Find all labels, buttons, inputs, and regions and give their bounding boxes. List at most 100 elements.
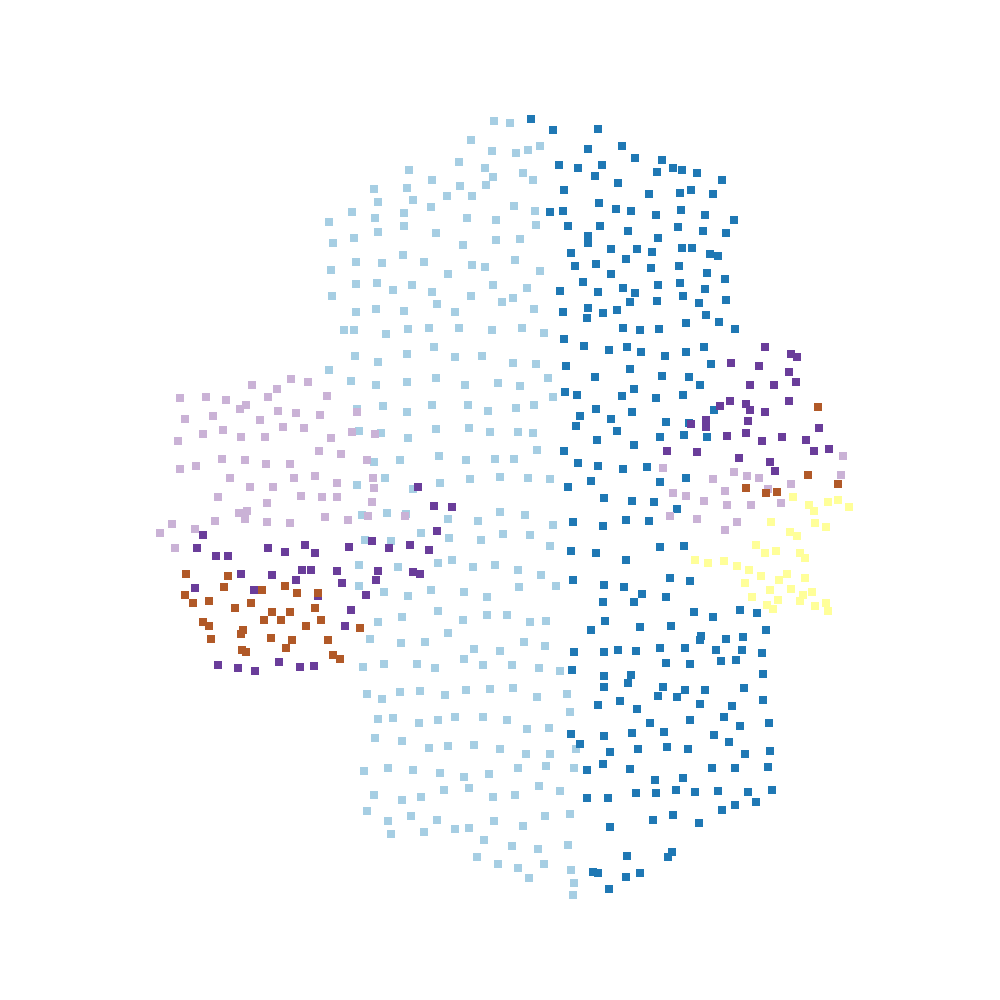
scatter-point	[690, 608, 698, 616]
scatter-point	[430, 502, 438, 510]
scatter-point	[672, 786, 680, 794]
scatter-point	[527, 115, 535, 123]
scatter-point	[524, 146, 532, 154]
scatter-point	[461, 381, 469, 389]
scatter-point	[404, 592, 412, 600]
scatter-point	[443, 192, 451, 200]
scatter-point	[355, 561, 363, 569]
scatter-point	[398, 613, 406, 621]
scatter-point	[459, 616, 467, 624]
scatter-point	[563, 690, 571, 698]
scatter-point	[156, 529, 164, 537]
scatter-point	[327, 266, 335, 274]
scatter-point	[614, 179, 622, 187]
scatter-point	[686, 660, 694, 668]
scatter-point	[242, 648, 250, 656]
scatter-point	[592, 260, 600, 268]
scatter-point	[387, 537, 395, 545]
scatter-point	[389, 714, 397, 722]
scatter-point	[428, 401, 436, 409]
scatter-point	[370, 484, 378, 492]
scatter-point	[281, 582, 289, 590]
scatter-point	[506, 119, 514, 127]
scatter-point	[479, 713, 487, 721]
scatter-point	[814, 403, 822, 411]
scatter-point	[745, 566, 753, 574]
scatter-point	[680, 431, 688, 439]
scatter-point	[606, 823, 614, 831]
scatter-point	[691, 556, 699, 564]
scatter-point	[328, 292, 336, 300]
scatter-point	[465, 784, 473, 792]
scatter-point	[686, 716, 694, 724]
scatter-point	[721, 487, 729, 495]
scatter-point	[199, 618, 207, 626]
scatter-point	[171, 544, 179, 552]
scatter-point	[572, 745, 580, 753]
scatter-point	[514, 566, 522, 574]
scatter-point	[370, 185, 378, 193]
scatter-point	[594, 869, 602, 877]
scatter-point	[620, 583, 628, 591]
scatter-point	[542, 762, 550, 770]
scatter-point	[430, 343, 438, 351]
scatter-point	[787, 350, 795, 358]
scatter-point	[296, 663, 304, 671]
scatter-point	[174, 437, 182, 445]
scatter-point	[605, 346, 613, 354]
scatter-point	[622, 556, 630, 564]
scatter-point	[755, 474, 763, 482]
scatter-point	[681, 644, 689, 652]
scatter-point	[464, 401, 472, 409]
scatter-point	[181, 415, 189, 423]
scatter-point	[730, 468, 738, 476]
scatter-point	[311, 472, 319, 480]
scatter-point	[529, 429, 537, 437]
scatter-point	[567, 730, 575, 738]
scatter-point	[413, 660, 421, 668]
scatter-point	[693, 448, 701, 456]
scatter-point	[738, 646, 746, 654]
scatter-point	[214, 493, 222, 501]
scatter-point	[541, 642, 549, 650]
scatter-point	[716, 402, 724, 410]
scatter-point	[787, 480, 795, 488]
scatter-point	[652, 211, 660, 219]
scatter-point	[483, 611, 491, 619]
scatter-point	[680, 542, 688, 550]
scatter-point	[403, 350, 411, 358]
scatter-point	[686, 577, 694, 585]
scatter-point	[583, 314, 591, 322]
scatter-point	[789, 493, 797, 501]
scatter-point	[659, 464, 667, 472]
scatter-point	[600, 683, 608, 691]
scatter-point	[374, 715, 382, 723]
scatter-point	[408, 281, 416, 289]
scatter-point	[592, 405, 600, 413]
scatter-point	[409, 196, 417, 204]
scatter-point	[676, 279, 684, 287]
scatter-point	[623, 852, 631, 860]
scatter-point	[584, 239, 592, 247]
scatter-point	[523, 725, 531, 733]
scatter-point	[274, 407, 282, 415]
scatter-point	[770, 381, 778, 389]
scatter-point	[488, 326, 496, 334]
scatter-point	[651, 776, 659, 784]
scatter-point	[529, 176, 537, 184]
scatter-point	[687, 420, 695, 428]
scatter-point	[700, 343, 708, 351]
scatter-point	[600, 494, 608, 502]
scatter-point	[822, 523, 830, 531]
scatter-point	[491, 561, 499, 569]
scatter-point	[451, 308, 459, 316]
scatter-point	[759, 670, 767, 678]
scatter-point	[676, 189, 684, 197]
scatter-point	[316, 411, 324, 419]
scatter-point	[483, 593, 491, 601]
scatter-point	[741, 750, 749, 758]
scatter-point	[549, 521, 557, 529]
scatter-point	[383, 509, 391, 517]
scatter-point	[736, 606, 744, 614]
scatter-point	[649, 816, 657, 824]
